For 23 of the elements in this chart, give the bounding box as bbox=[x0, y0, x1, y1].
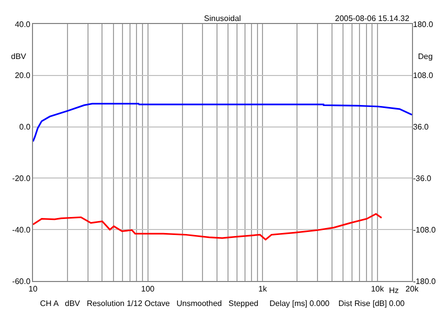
chart-title: Sinusoidal bbox=[204, 14, 242, 23]
y2-tick-label: 180.0 bbox=[413, 20, 434, 29]
x-tick-label: 10k bbox=[370, 284, 385, 294]
y2-tick-label: -108.0 bbox=[413, 225, 436, 234]
y2-tick-label: -36.0 bbox=[413, 174, 432, 183]
y-tick-label: -20.0 bbox=[12, 174, 31, 183]
x-tick-label: 1k bbox=[258, 284, 268, 294]
y-tick-label: -60.0 bbox=[12, 276, 31, 286]
y2-tick-label: 108.0 bbox=[413, 71, 434, 80]
y-tick-label: -40.0 bbox=[12, 225, 31, 234]
x-tick-label: 20k bbox=[406, 284, 420, 294]
x-tick-label: 100 bbox=[141, 284, 156, 294]
y-axis-title: dBV bbox=[11, 52, 27, 61]
y2-axis-title: Deg bbox=[418, 52, 433, 61]
y2-tick-label: -180.0 bbox=[413, 276, 436, 286]
x-axis-title: Hz bbox=[389, 286, 399, 295]
x-tick-label: 10 bbox=[28, 284, 38, 294]
y-tick-label: 20.0 bbox=[14, 71, 31, 80]
chart-subtitle: 2005-08-06 15.14.32 bbox=[335, 14, 410, 23]
y2-tick-label: 36.0 bbox=[413, 122, 430, 132]
y-tick-label: 40.0 bbox=[14, 20, 31, 29]
y-tick-label: 0.0 bbox=[19, 122, 31, 132]
text: CH A dBV Resolution 1/12 Octave Unsmoothed Stepped Delay [ms] 0.000 Dist Rise [dB] 0.00 bbox=[40, 299, 406, 308]
